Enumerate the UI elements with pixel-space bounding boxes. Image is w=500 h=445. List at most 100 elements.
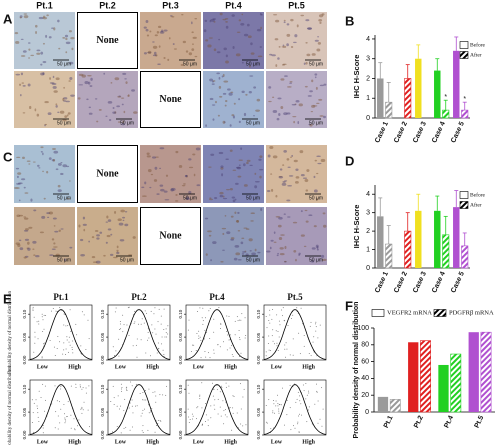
cell-texture	[314, 39, 319, 42]
cell-texture	[42, 16, 48, 20]
sample-dot	[271, 335, 273, 337]
sample-dot	[152, 391, 154, 393]
sample-dot	[189, 419, 191, 421]
sample-dot	[33, 431, 35, 433]
sample-dot	[226, 315, 228, 317]
cell-texture	[124, 78, 127, 80]
cell-texture	[224, 215, 227, 217]
sample-dot	[36, 321, 38, 323]
cell-texture	[300, 234, 305, 237]
sample-dot	[154, 307, 156, 309]
cell-texture	[34, 24, 38, 28]
sample-dot	[167, 325, 169, 327]
sample-dot	[229, 407, 231, 409]
sample-dot	[239, 337, 241, 339]
cell-texture	[175, 150, 179, 154]
sample-dot	[205, 402, 207, 404]
cell-texture	[133, 111, 138, 114]
sample-dot	[32, 309, 34, 311]
cell-texture	[307, 27, 312, 30]
cell-texture	[318, 18, 323, 22]
cell-texture	[319, 21, 322, 24]
scale-label: 50 μm	[183, 195, 197, 201]
sample-dot	[191, 413, 193, 415]
cell-texture	[306, 27, 312, 30]
cell-texture	[249, 164, 253, 167]
cell-texture	[230, 91, 234, 94]
sample-dot	[227, 334, 229, 336]
sample-dot	[213, 352, 215, 354]
cell-texture	[282, 44, 285, 47]
sample-dot	[202, 320, 204, 322]
sample-dot	[60, 388, 62, 390]
sample-dot	[278, 408, 280, 410]
sample-dot	[265, 421, 267, 423]
cell-texture	[212, 118, 215, 121]
cell-texture	[275, 215, 281, 218]
cell-texture	[234, 211, 237, 215]
legend-label: PDGFRβ mRNA	[449, 309, 494, 316]
bar	[420, 340, 431, 413]
cell-texture	[71, 47, 74, 51]
x-tick-label: Case 2	[393, 121, 409, 145]
sample-dot	[41, 313, 43, 315]
cell-texture	[121, 123, 125, 126]
sample-dot	[315, 321, 317, 323]
sample-dot	[210, 417, 212, 419]
sample-dot	[226, 330, 228, 332]
density-curve	[263, 309, 327, 360]
sample-dot	[275, 405, 277, 407]
cell-texture	[250, 52, 255, 55]
cell-texture	[36, 52, 41, 55]
cell-texture	[16, 156, 21, 159]
cell-texture	[297, 121, 300, 125]
cell-texture	[78, 73, 84, 76]
cell-texture	[289, 156, 293, 158]
cell-texture	[287, 184, 292, 187]
sample-dot	[152, 332, 154, 334]
micrograph	[266, 12, 327, 69]
sample-dot	[161, 336, 163, 338]
cell-texture	[34, 108, 37, 112]
sample-dot	[34, 331, 36, 333]
sample-dot	[140, 339, 142, 341]
density-curve	[185, 309, 249, 360]
sample-dot	[64, 422, 66, 424]
cell-texture	[225, 25, 229, 29]
cell-texture	[246, 161, 249, 165]
sample-dot	[265, 405, 267, 407]
sample-dot	[209, 308, 211, 310]
cell-texture	[259, 175, 262, 179]
none-box	[140, 71, 201, 128]
cell-texture	[311, 104, 316, 108]
cell-texture	[62, 164, 68, 168]
sample-dot	[220, 415, 222, 417]
x-label: High	[68, 439, 81, 445]
cell-texture	[83, 228, 86, 232]
cell-texture	[245, 228, 250, 230]
cell-texture	[24, 228, 29, 231]
cell-texture	[124, 223, 129, 227]
cell-texture	[120, 97, 125, 99]
sample-dot	[145, 399, 147, 401]
scale-label: 50 μm	[309, 195, 323, 201]
sample-dot	[269, 350, 271, 352]
x-label: High	[68, 364, 81, 370]
cell-texture	[216, 72, 220, 75]
cell-texture	[112, 111, 116, 114]
cell-texture	[77, 97, 81, 100]
cell-texture	[304, 179, 309, 183]
cell-texture	[144, 181, 147, 185]
sample-dot	[188, 416, 190, 418]
cell-texture	[170, 187, 176, 191]
y-tick-label: 2	[366, 228, 370, 235]
sample-dot	[296, 398, 298, 400]
cell-texture	[224, 99, 228, 103]
cell-texture	[257, 251, 261, 254]
sample-dot	[188, 319, 190, 321]
sample-dot	[126, 389, 128, 391]
sample-dot	[44, 342, 46, 344]
cell-texture	[18, 214, 24, 217]
cell-texture	[221, 173, 224, 177]
y-axis-label: IHC H-Score	[352, 205, 361, 249]
